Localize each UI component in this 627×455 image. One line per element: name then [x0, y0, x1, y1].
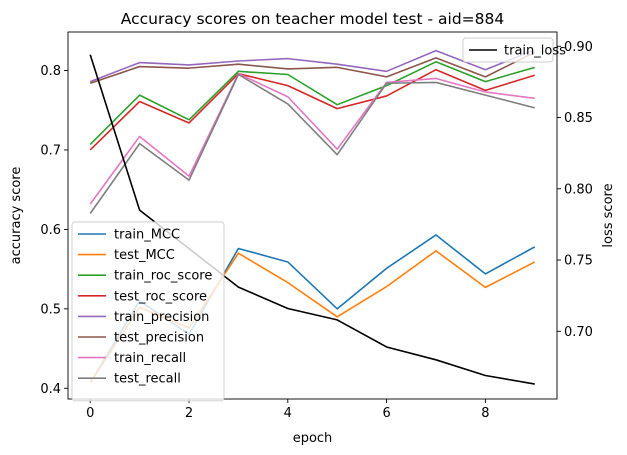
axes-layer: 0 2 4 6 8 0.4 0.5 0.6 0.7 0.8 0.70 0.75 0.80 0.85 0.90: [40, 31, 593, 421]
y-tick-label-right: 0.80: [564, 182, 593, 197]
legend-label: test_roc_score: [114, 289, 207, 304]
x-tick-label: 8: [481, 406, 489, 421]
series-line-test-roc-score: [89, 68, 536, 151]
x-axis-title: epoch: [293, 431, 333, 446]
y-axis-title-left: accuracy score: [9, 167, 24, 265]
y-tick-label-left: 0.4: [40, 382, 61, 397]
y-tick-label-left: 0.6: [40, 223, 61, 238]
y-tick-label-left: 0.8: [40, 64, 61, 79]
y-tick-label-right: 0.70: [564, 325, 593, 340]
legend-box: [462, 37, 554, 63]
legend-label: test_MCC: [114, 248, 175, 263]
x-tick-label: 6: [382, 406, 390, 421]
series-line-train-precision: [89, 49, 536, 83]
legend-accuracy-series: train_MCC test_MCC train_roc_score test_roc…: [71, 221, 225, 402]
legend-label: train_loss: [504, 44, 566, 59]
legend-label: train_MCC: [114, 228, 180, 243]
y-tick-label-right: 0.90: [564, 40, 593, 55]
x-tick-label: 4: [284, 406, 292, 421]
y-tick-label-left: 0.7: [40, 143, 61, 158]
series-line-test-precision: [89, 51, 536, 84]
y-tick-label-right: 0.85: [564, 111, 593, 126]
plot-frame: [67, 31, 558, 400]
y-tick-label-right: 0.75: [564, 254, 593, 269]
legend-label: train_precision: [114, 310, 209, 325]
legend-label: train_roc_score: [114, 269, 212, 284]
series-line-train-recall: [89, 72, 535, 205]
legend-box: [71, 221, 225, 402]
x-tick-label: 2: [185, 406, 193, 421]
series-line-train-roc-score: [89, 60, 535, 145]
legend-loss-series: train_loss: [462, 37, 566, 63]
x-tick-label: 0: [86, 406, 94, 421]
y-tick-label-left: 0.5: [40, 302, 61, 317]
legend-label: test_precision: [114, 331, 204, 346]
legend-label: test_recall: [114, 372, 181, 387]
legend-label: train_recall: [114, 351, 186, 366]
chart-title: Accuracy scores on teacher model test - …: [121, 10, 505, 28]
series-line-test-recall: [89, 73, 535, 214]
y-axis-title-right: loss score: [601, 183, 616, 247]
